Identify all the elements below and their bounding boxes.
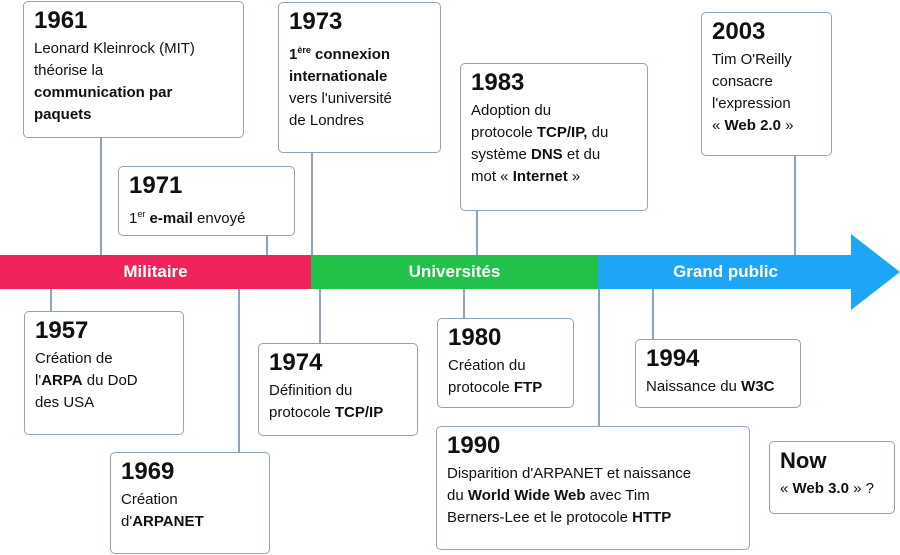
event-1974: 1974 Définition du protocole TCP/IP bbox=[258, 343, 418, 436]
event-1973: 1973 1ère connexion internationale vers … bbox=[278, 2, 441, 153]
event-1980: 1980 Création du protocole FTP bbox=[437, 318, 574, 408]
event-1971-sup: er bbox=[137, 209, 146, 219]
band-military: Militaire bbox=[0, 255, 311, 289]
event-1994-line1a: Naissance du bbox=[646, 378, 742, 395]
event-2003-line4b: Web 2.0 bbox=[724, 117, 781, 134]
event-1973-line3: vers l'université bbox=[289, 90, 392, 107]
event-1971-year: 1971 bbox=[129, 172, 183, 199]
event-1974-line1: Définition du bbox=[269, 382, 353, 399]
event-1994-year: 1994 bbox=[646, 345, 700, 372]
event-now-line1b: Web 3.0 bbox=[792, 480, 849, 497]
event-1973-bold2: internationale bbox=[289, 68, 388, 85]
connector-1990 bbox=[598, 289, 600, 427]
event-1969-line2b: ARPANET bbox=[132, 513, 204, 530]
event-1961: 1961 Leonard Kleinrock (MIT) théorise la… bbox=[23, 1, 244, 138]
event-1974-line2b: TCP/IP bbox=[334, 404, 384, 421]
connector-1980 bbox=[463, 289, 465, 319]
connector-1961 bbox=[100, 137, 102, 255]
event-1971-rest: envoyé bbox=[192, 210, 246, 227]
event-1990-line2b: World Wide Web bbox=[467, 487, 586, 504]
event-1971: 1971 1er e-mail envoyé bbox=[118, 166, 295, 236]
event-1990-year: 1990 bbox=[447, 432, 501, 459]
connector-1971 bbox=[266, 235, 268, 255]
event-1980-year: 1980 bbox=[448, 324, 502, 351]
event-1957-line1: Création de bbox=[35, 350, 113, 367]
event-1990-line2a: du bbox=[447, 487, 468, 504]
event-1973-bold1: connexion bbox=[310, 46, 391, 63]
connector-1973 bbox=[311, 152, 313, 255]
event-1957: 1957 Création de l'ARPA du DoD des USA bbox=[24, 311, 184, 435]
event-1994-line1b: W3C bbox=[741, 378, 775, 395]
event-2003-line4a: « bbox=[712, 117, 725, 134]
event-now-year: Now bbox=[780, 448, 827, 473]
event-1971-num: 1 bbox=[129, 210, 138, 227]
band-military-label: Militaire bbox=[123, 262, 188, 281]
event-now-line1a: « bbox=[780, 480, 793, 497]
event-1961-line3: communication par bbox=[34, 84, 173, 101]
event-1973-sup: ère bbox=[297, 45, 311, 55]
connector-1957 bbox=[50, 289, 52, 312]
event-2003-year: 2003 bbox=[712, 18, 766, 45]
event-1990-line3a: Berners-Lee et le protocole bbox=[447, 509, 633, 526]
event-1994: 1994 Naissance du W3C bbox=[635, 339, 801, 408]
event-1980-line2b: FTP bbox=[513, 379, 543, 396]
event-now-line1c: » ? bbox=[848, 480, 874, 497]
event-1961-line2: théorise la bbox=[34, 62, 104, 79]
event-1974-line2a: protocole bbox=[269, 404, 335, 421]
event-2003-line2: consacre bbox=[712, 73, 773, 90]
event-1990-line3b: HTTP bbox=[632, 509, 672, 526]
event-1973-year: 1973 bbox=[289, 8, 343, 35]
event-1983-line2c: du bbox=[587, 124, 609, 141]
event-1990: 1990 Disparition d'ARPANET et naissance … bbox=[436, 426, 750, 550]
event-1983-line3b: DNS bbox=[531, 146, 563, 163]
event-1969: 1969 Création d'ARPANET bbox=[110, 452, 270, 554]
event-1973-num: 1 bbox=[289, 46, 298, 63]
event-1969-line1: Création bbox=[121, 491, 178, 508]
event-1973-line4: de Londres bbox=[289, 112, 365, 129]
event-1983: 1983 Adoption du protocole TCP/IP, du sy… bbox=[460, 63, 648, 211]
event-now: Now « Web 3.0 » ? bbox=[769, 441, 895, 514]
event-1971-bold: e-mail bbox=[149, 210, 193, 227]
event-1969-year: 1969 bbox=[121, 458, 175, 485]
event-2003-line3: l'expression bbox=[712, 95, 791, 112]
event-1957-line2c: du DoD bbox=[82, 372, 138, 389]
event-1983-line2a: protocole bbox=[471, 124, 537, 141]
event-2003-line1: Tim O'Reilly bbox=[712, 51, 792, 68]
event-1983-year: 1983 bbox=[471, 69, 525, 96]
event-1957-line2a: l' bbox=[35, 372, 42, 389]
band-public: Grand public bbox=[598, 255, 853, 289]
timeline-arrow-head bbox=[851, 234, 900, 310]
event-1990-line2c: avec Tim bbox=[585, 487, 650, 504]
event-1990-line1: Disparition d'ARPANET et naissance bbox=[447, 465, 692, 482]
event-1980-line2a: protocole bbox=[448, 379, 514, 396]
event-1969-line2a: d' bbox=[121, 513, 133, 530]
event-1957-year: 1957 bbox=[35, 317, 89, 344]
event-1983-line3c: et du bbox=[562, 146, 601, 163]
connector-1969 bbox=[238, 289, 240, 453]
connector-1974 bbox=[319, 289, 321, 344]
connector-1983 bbox=[476, 210, 478, 255]
event-1980-line1: Création du bbox=[448, 357, 526, 374]
event-1983-line4c: » bbox=[567, 168, 581, 185]
event-2003: 2003 Tim O'Reilly consacre l'expression … bbox=[701, 12, 832, 156]
event-1983-line3a: système bbox=[471, 146, 532, 163]
band-universities-label: Universités bbox=[408, 262, 501, 281]
event-1957-line3: des USA bbox=[35, 394, 95, 411]
event-1957-line2b: ARPA bbox=[41, 372, 83, 389]
event-2003-line4c: » bbox=[780, 117, 794, 134]
event-1983-line4a: mot « bbox=[471, 168, 513, 185]
band-universities: Universités bbox=[311, 255, 598, 289]
event-1983-line4b: Internet bbox=[512, 168, 568, 185]
event-1961-line1: Leonard Kleinrock (MIT) bbox=[34, 40, 195, 57]
connector-2003 bbox=[794, 155, 796, 255]
event-1983-line1: Adoption du bbox=[471, 102, 552, 119]
band-public-label: Grand public bbox=[673, 262, 778, 281]
event-1961-year: 1961 bbox=[34, 7, 88, 34]
event-1974-year: 1974 bbox=[269, 349, 323, 376]
event-1961-line4: paquets bbox=[34, 106, 92, 123]
event-1983-line2b: TCP/IP, bbox=[536, 124, 588, 141]
connector-1994 bbox=[652, 289, 654, 340]
